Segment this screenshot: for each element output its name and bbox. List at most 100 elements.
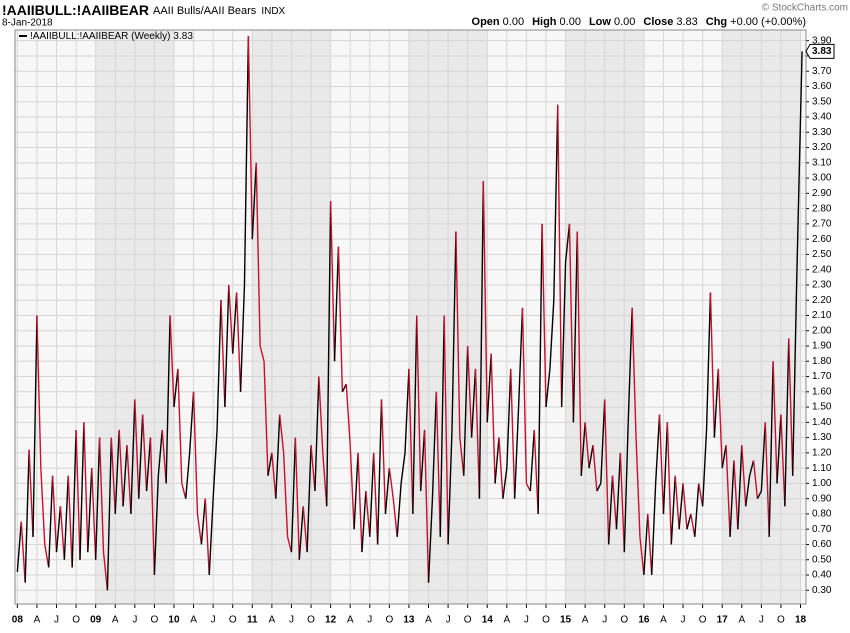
line-segment <box>615 452 622 530</box>
line-segment <box>725 445 731 537</box>
line-segment <box>384 468 391 514</box>
legend-value: 3.83 <box>173 31 193 42</box>
line-segment <box>243 36 250 285</box>
line-segment <box>130 399 136 514</box>
line-segment <box>196 513 203 545</box>
line-segment <box>674 475 680 530</box>
y-tick-label: 1.00 <box>812 478 832 489</box>
y-tick-label: 2.40 <box>812 264 832 275</box>
line-segment <box>486 353 492 423</box>
line-segment <box>662 422 669 514</box>
quote-label: Chg <box>706 16 727 28</box>
line-segment <box>564 223 571 263</box>
quote-label: Close <box>643 16 673 28</box>
line-segment <box>752 460 759 499</box>
line-segment <box>737 445 743 530</box>
line-segment <box>98 437 105 553</box>
line-segment <box>627 307 633 423</box>
line-segment <box>686 513 692 530</box>
line-segment <box>349 445 355 530</box>
line-segment <box>400 452 406 484</box>
line-segment <box>776 414 782 484</box>
line-segment <box>494 437 500 484</box>
x-tick-label: A <box>660 615 667 626</box>
line-segment <box>447 429 453 545</box>
line-segment <box>75 429 81 560</box>
line-segment <box>161 429 167 484</box>
line-segment <box>235 292 242 392</box>
line-segment <box>44 544 50 568</box>
y-tick-label: 3.30 <box>812 127 832 138</box>
line-segment <box>322 452 328 507</box>
line-segment <box>79 422 85 560</box>
y-tick-label: 1.40 <box>812 417 832 428</box>
line-segment <box>584 422 590 469</box>
line-segment <box>666 422 672 545</box>
line-segment <box>733 460 739 530</box>
x-tick-label: J <box>367 615 372 626</box>
line-segment <box>357 452 363 553</box>
line-segment <box>521 307 528 484</box>
line-segment <box>232 292 238 354</box>
line-segment <box>651 483 657 576</box>
line-segment <box>67 475 73 568</box>
y-tick-label: 2.10 <box>812 310 832 321</box>
legend-entry: !AAIIBULL:!AAIIBEAR (Weekly) 3.83 <box>30 31 193 42</box>
line-segment <box>192 391 199 514</box>
line-segment <box>122 445 128 507</box>
line-segment <box>470 368 477 438</box>
x-tick-label: J <box>446 615 451 626</box>
quote-value: 0.00 <box>614 16 635 28</box>
quote-value: 0.00 <box>560 16 581 28</box>
line-segment <box>40 468 46 545</box>
line-segment <box>138 414 144 499</box>
line-segment <box>251 162 257 240</box>
y-tick-label: 3.60 <box>812 81 832 92</box>
y-tick-label: 3.10 <box>812 157 832 168</box>
y-tick-label: 1.10 <box>812 463 832 474</box>
line-segment <box>478 181 485 499</box>
line-segment <box>631 307 637 438</box>
line-segment <box>439 315 445 537</box>
line-segment <box>506 368 512 469</box>
line-segment <box>533 429 539 514</box>
x-tick-label: 18 <box>795 615 807 626</box>
x-tick-label: O <box>229 615 237 626</box>
line-segment <box>721 445 727 469</box>
line-segment <box>784 338 790 507</box>
line-segment <box>376 399 383 545</box>
y-tick-label: 1.50 <box>812 402 832 413</box>
line-segment <box>333 246 340 362</box>
line-segment <box>682 483 688 530</box>
line-segment <box>28 449 34 537</box>
line-segment <box>596 483 602 492</box>
line-segment <box>654 414 661 484</box>
line-segment <box>466 345 473 438</box>
quote-value: 0.00 <box>503 16 524 28</box>
quote-value: 3.83 <box>676 16 697 28</box>
x-tick-label: O <box>151 615 159 626</box>
x-tick-label: A <box>34 615 41 626</box>
y-tick-label: 0.50 <box>812 554 832 565</box>
line-segment <box>71 429 77 568</box>
line-segment <box>705 292 712 430</box>
line-segment <box>149 437 156 576</box>
date: 8-Jan-2018 <box>2 18 53 29</box>
y-tick-label: 2.30 <box>812 280 832 291</box>
x-tick-label: 14 <box>482 615 494 626</box>
line-segment <box>212 429 218 499</box>
line-segment <box>24 449 30 583</box>
line-segment <box>435 391 441 537</box>
x-tick-label: 15 <box>560 615 572 626</box>
line-segment <box>259 345 265 362</box>
line-segment <box>361 490 367 553</box>
line-segment <box>576 231 582 476</box>
x-tick-label: A <box>190 615 197 626</box>
line-segment <box>106 437 113 591</box>
x-tick-label: O <box>777 615 785 626</box>
line-segment <box>658 414 665 514</box>
line-segment <box>408 368 414 514</box>
line-segment <box>153 475 160 576</box>
x-tick-label: A <box>112 615 119 626</box>
x-tick-label: O <box>620 615 628 626</box>
